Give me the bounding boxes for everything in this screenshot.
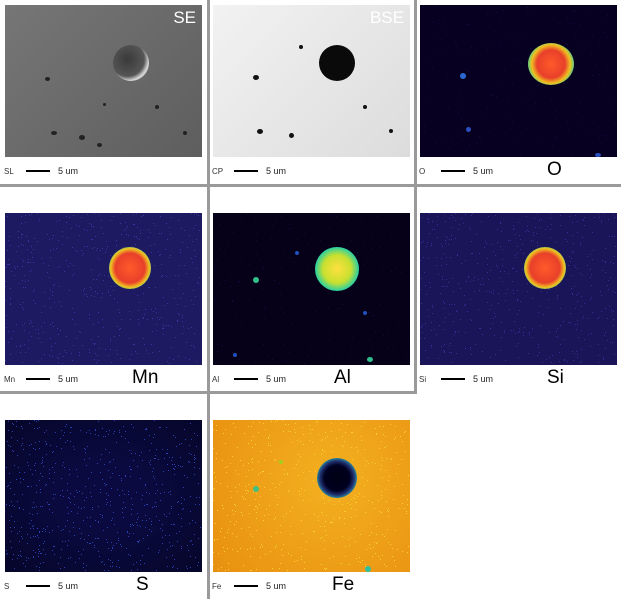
caption-bar: SL 5 um bbox=[2, 157, 205, 180]
panel-bse: BSE CP 5 um bbox=[210, 2, 413, 180]
noise-layer bbox=[5, 213, 202, 365]
inclusion bbox=[317, 458, 357, 498]
s-map bbox=[5, 420, 202, 572]
grid-divider bbox=[414, 0, 417, 394]
fe-map bbox=[213, 420, 410, 572]
pore bbox=[389, 129, 393, 133]
panel-se: SE SL 5 um bbox=[2, 2, 205, 180]
scale-bar bbox=[26, 378, 50, 380]
inclusion bbox=[367, 357, 373, 362]
pore bbox=[51, 131, 57, 135]
scale-label: 5 um bbox=[266, 581, 287, 591]
caption-bar: S 5 um S bbox=[2, 572, 205, 595]
pore bbox=[97, 143, 102, 147]
panel-s: S 5 um S bbox=[2, 417, 205, 595]
bse-image: BSE bbox=[213, 5, 410, 157]
pore bbox=[45, 77, 50, 81]
scale-label: 5 um bbox=[58, 374, 79, 384]
scale-label: 5 um bbox=[58, 166, 79, 176]
inclusion bbox=[319, 45, 355, 81]
noise-layer bbox=[213, 213, 410, 365]
element-label: O bbox=[547, 159, 562, 180]
element-abbr: Fe bbox=[212, 582, 222, 591]
element-abbr: Mn bbox=[4, 375, 16, 384]
panel-al: Al 5 um Al bbox=[210, 210, 413, 388]
inclusion bbox=[363, 311, 367, 315]
element-abbr: S bbox=[4, 582, 10, 591]
scale-bar bbox=[441, 378, 465, 380]
caption-bar: Mn 5 um Mn bbox=[2, 365, 205, 388]
pore bbox=[79, 135, 85, 140]
scale-label: 5 um bbox=[473, 374, 494, 384]
inclusion bbox=[253, 277, 259, 283]
panel-mn: Mn 5 um Mn bbox=[2, 210, 205, 388]
inclusion bbox=[315, 247, 359, 291]
noise-layer bbox=[213, 420, 410, 572]
element-abbr: Si bbox=[419, 375, 427, 384]
inclusion bbox=[365, 566, 371, 572]
element-label: Al bbox=[334, 367, 351, 388]
mn-map bbox=[5, 213, 202, 365]
pore bbox=[299, 45, 303, 49]
inclusion bbox=[295, 251, 299, 255]
caption-bar: Fe 5 um Fe bbox=[210, 572, 413, 595]
se-image: SE bbox=[5, 5, 202, 157]
grid-divider bbox=[0, 391, 417, 394]
element-label: Mn bbox=[132, 367, 159, 388]
pore bbox=[253, 75, 259, 80]
scale-bar bbox=[234, 170, 258, 172]
caption-bar: Si 5 um Si bbox=[417, 365, 620, 388]
pore bbox=[257, 129, 263, 134]
grid-divider bbox=[0, 184, 621, 187]
caption-bar: O 5 um O bbox=[417, 157, 620, 180]
caption-bar: Al 5 um Al bbox=[210, 365, 413, 388]
inclusion bbox=[595, 153, 601, 157]
inclusion bbox=[528, 43, 574, 85]
inclusion bbox=[466, 127, 471, 132]
image-label: BSE bbox=[369, 8, 404, 27]
inclusion bbox=[113, 45, 149, 81]
pore bbox=[103, 103, 106, 106]
panel-o: O 5 um O bbox=[417, 2, 620, 180]
scale-bar bbox=[26, 585, 50, 587]
caption-bar: CP 5 um bbox=[210, 157, 413, 180]
scale-label: 5 um bbox=[266, 374, 287, 384]
scale-label: 5 um bbox=[266, 166, 287, 176]
panel-si: Si 5 um Si bbox=[417, 210, 620, 388]
noise-layer bbox=[420, 213, 617, 365]
grid-divider bbox=[207, 0, 210, 599]
element-label: Si bbox=[547, 367, 564, 388]
scale-bar bbox=[441, 170, 465, 172]
scale-bar bbox=[234, 585, 258, 587]
element-label: S bbox=[136, 574, 149, 595]
detector-abbr: SL bbox=[4, 167, 14, 176]
detector-abbr: CP bbox=[212, 167, 224, 176]
noise-layer bbox=[420, 5, 617, 157]
scale-label: 5 um bbox=[58, 581, 79, 591]
pore bbox=[363, 105, 367, 109]
pore bbox=[183, 131, 187, 135]
scale-bar bbox=[234, 378, 258, 380]
element-abbr: Al bbox=[212, 375, 220, 384]
element-abbr: O bbox=[419, 167, 426, 176]
al-map bbox=[213, 213, 410, 365]
scale-label: 5 um bbox=[473, 166, 494, 176]
image-label: SE bbox=[173, 8, 196, 27]
inclusion bbox=[109, 247, 151, 289]
pore bbox=[155, 105, 159, 109]
inclusion bbox=[279, 460, 283, 464]
inclusion bbox=[524, 247, 566, 289]
si-map bbox=[420, 213, 617, 365]
inclusion bbox=[460, 73, 466, 79]
panel-fe: Fe 5 um Fe bbox=[210, 417, 413, 595]
inclusion bbox=[253, 486, 259, 492]
noise-layer bbox=[5, 420, 202, 572]
pore bbox=[289, 133, 294, 138]
inclusion bbox=[233, 353, 237, 357]
element-label: Fe bbox=[332, 574, 355, 595]
scale-bar bbox=[26, 170, 50, 172]
o-map bbox=[420, 5, 617, 157]
